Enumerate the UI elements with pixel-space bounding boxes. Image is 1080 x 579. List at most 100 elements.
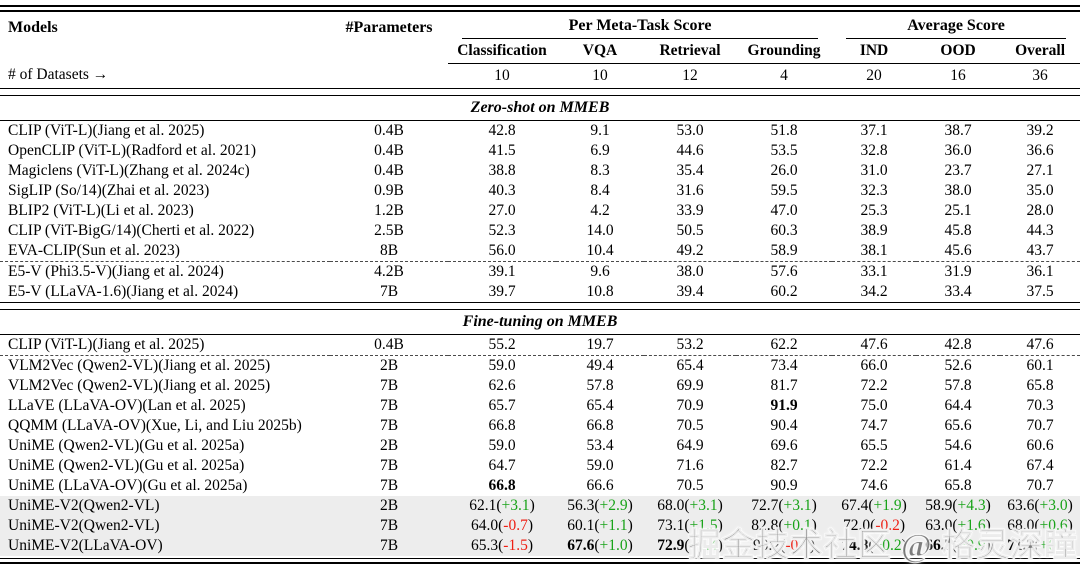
- model-name: UniME (LLaVA-OV)(Gu et al. 2025a): [8, 476, 248, 494]
- score-value: 36.0: [944, 141, 972, 159]
- score-value: 47.6: [1026, 335, 1054, 353]
- score-cell: 59.0: [556, 456, 644, 476]
- score-value: 60.1: [567, 516, 595, 534]
- score-cell: 62.2: [736, 334, 833, 356]
- score-cell: 72.2: [832, 456, 916, 476]
- score-value: 36.1: [1026, 262, 1054, 280]
- delta-open-paren: (: [684, 516, 690, 534]
- score-value: 14.0: [586, 221, 614, 239]
- delta-close-paren: ): [811, 496, 817, 514]
- score-value: 6.9: [590, 141, 610, 159]
- model-name: E5-V (LLaVA-1.6)(Jiang et al. 2024): [0, 281, 330, 303]
- delta-open-paren: (: [684, 536, 690, 554]
- score-cell: 60.6: [1000, 436, 1080, 456]
- section-header-row: Fine-tuning on MMEB: [0, 308, 1080, 335]
- score-value: 65.8: [944, 476, 972, 494]
- score-value: 19.7: [586, 335, 614, 353]
- score-cell: 71.2(+0.5): [1000, 536, 1080, 556]
- param-count: 0.4B: [330, 334, 448, 356]
- score-cell: 38.8: [448, 161, 556, 181]
- score-cell: 27.0: [448, 201, 556, 221]
- model-name: UniME-V2(LLaVA-OV): [8, 536, 163, 554]
- score-cell: 66.8: [448, 476, 556, 496]
- param-count: 7B: [330, 281, 448, 303]
- score-cell: 74.7: [832, 416, 916, 436]
- table-row: E5-V (LLaVA-1.6)(Jiang et al. 2024) 7B 39.…: [0, 281, 1080, 303]
- param-count: 7B: [379, 396, 399, 414]
- score-value: 66.0: [860, 356, 888, 374]
- score-value: 35.4: [676, 161, 704, 179]
- delta-close-paren: ): [527, 536, 533, 554]
- score-cell: 82.7: [736, 456, 832, 476]
- header-metric-row: Classification VQA Retrieval Grounding I…: [0, 39, 1080, 64]
- score-cell: 53.2: [644, 334, 736, 356]
- score-delta: +0.9: [957, 536, 986, 554]
- score-cell: 32.8: [832, 141, 916, 161]
- score-value: 44.6: [676, 141, 704, 159]
- score-value: 44.3: [1026, 221, 1054, 239]
- score-cell: 62.1(+3.1): [448, 496, 556, 516]
- col-header-vqa: VQA: [556, 39, 644, 64]
- score-cell: 47.6: [1000, 334, 1080, 356]
- score-cell: 36.6: [1000, 141, 1080, 161]
- score-value: 53.5: [770, 141, 798, 159]
- results-table: Models #Parameters Per Meta-Task Score A…: [0, 14, 1080, 556]
- score-cell: 38.1: [832, 240, 917, 262]
- delta-close-paren: ): [901, 536, 907, 554]
- score-cell: 72.0(-0.2): [832, 516, 916, 536]
- score-value: 10.4: [586, 241, 614, 259]
- table-row: QQMM (LLaVA-OV)(Xue, Li, and Liu 2025b) 7…: [0, 416, 1080, 436]
- score-cell: 66.6: [556, 476, 644, 496]
- score-value: 72.7: [751, 496, 779, 514]
- score-value: 90.2: [753, 536, 781, 554]
- score-value: 72.2: [860, 456, 888, 474]
- delta-close-paren: ): [1067, 496, 1073, 514]
- score-delta: +1.0: [599, 536, 628, 554]
- score-value: 38.8: [488, 161, 516, 179]
- score-value: 69.6: [770, 436, 798, 454]
- delta-open-paren: (: [496, 496, 502, 514]
- score-cell: 56.3(+2.9): [556, 496, 644, 516]
- score-cell: 65.3(-1.5): [448, 536, 556, 556]
- model-name: VLM2Vec (Qwen2-VL)(Jiang et al. 2025): [8, 356, 271, 374]
- score-cell: 43.7: [1000, 240, 1080, 262]
- score-value: 64.4: [944, 396, 972, 414]
- score-value: 72.0: [843, 516, 871, 534]
- score-cell: 53.4: [556, 436, 644, 456]
- section-title: Zero-shot on MMEB: [0, 94, 1080, 121]
- score-value: 66.6: [586, 476, 614, 494]
- score-value: 71.2: [1007, 536, 1035, 554]
- score-delta: +0.2: [873, 536, 902, 554]
- model-name: SigLIP (So/14)(Zhai et al. 2023): [8, 181, 210, 199]
- delta-open-paren: (: [952, 516, 958, 534]
- delta-open-paren: (: [498, 516, 504, 534]
- table-row: Magiclens (ViT-L)(Zhang et al. 2024c) 0.4…: [0, 161, 1080, 181]
- score-cell: 39.2: [1000, 120, 1080, 141]
- table-row: OpenCLIP (ViT-L)(Radford et al. 2021) 0.4…: [0, 141, 1080, 161]
- score-cell: 63.0(+1.6): [916, 516, 1000, 536]
- score-cell: 40.3: [448, 181, 556, 201]
- model-name: Magiclens (ViT-L)(Zhang et al. 2024c): [8, 161, 250, 179]
- model-name: CLIP (ViT-L)(Jiang et al. 2025): [8, 121, 205, 139]
- param-count: 0.4B: [374, 121, 404, 139]
- score-value: 38.0: [944, 181, 972, 199]
- datasets-count: 16: [916, 63, 1001, 89]
- score-value: 32.3: [860, 181, 888, 199]
- score-cell: 50.5: [644, 221, 736, 241]
- delta-close-paren: ): [899, 516, 906, 534]
- score-value: 31.6: [676, 181, 704, 199]
- score-value: 9.1: [590, 121, 610, 139]
- table-row: CLIP (ViT-L)(Jiang et al. 2025) 0.4B 55.2 1…: [0, 334, 1080, 356]
- score-cell: 19.7: [556, 334, 644, 356]
- score-cell: 62.6: [448, 376, 556, 396]
- score-value: 65.6: [944, 416, 972, 434]
- score-value: 38.7: [944, 121, 972, 139]
- table-row: LLaVE (LLaVA-OV)(Lan et al. 2025) 7B 65.7 6…: [0, 396, 1080, 416]
- score-value: 36.6: [1026, 141, 1054, 159]
- score-value: 60.2: [770, 282, 798, 300]
- top-rule: [0, 5, 1080, 7]
- score-cell: 52.3: [448, 221, 556, 241]
- score-value: 64.0: [470, 516, 499, 534]
- score-cell: 23.7: [916, 161, 1000, 181]
- score-cell: 55.2: [448, 334, 556, 356]
